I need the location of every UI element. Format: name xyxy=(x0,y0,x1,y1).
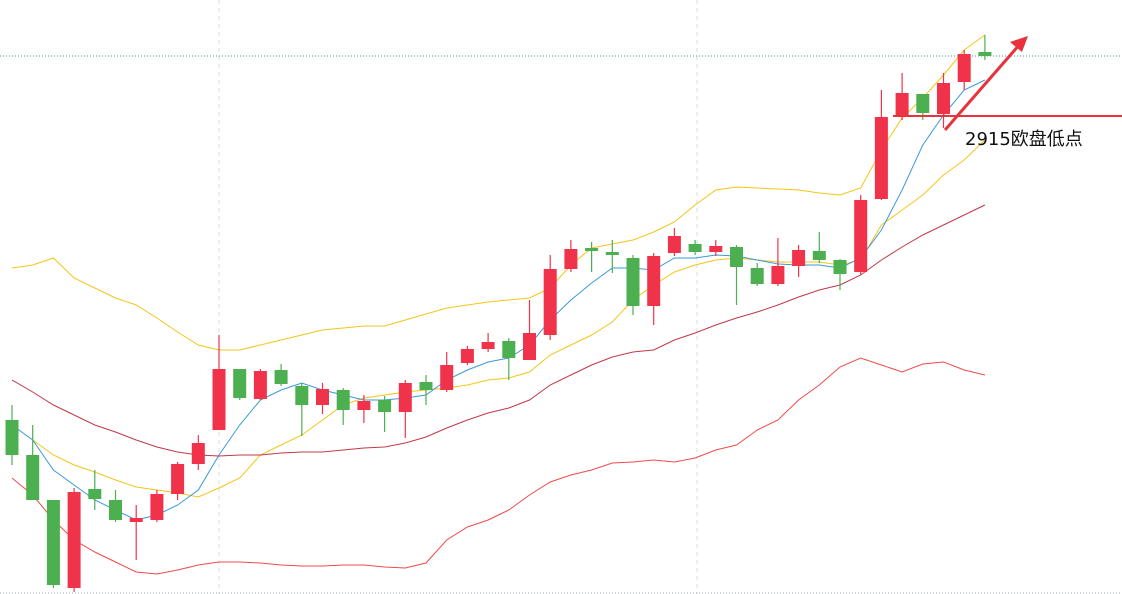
candle-body xyxy=(440,365,454,390)
plot xyxy=(0,34,1122,592)
candle-body xyxy=(709,246,723,252)
candle-body xyxy=(730,247,743,267)
candle-body xyxy=(88,489,102,499)
candle-body xyxy=(481,342,495,349)
candle-body xyxy=(150,494,164,520)
candle-body xyxy=(564,249,578,269)
candle-body xyxy=(605,252,619,255)
candle-body xyxy=(378,400,392,412)
candle-body xyxy=(109,500,122,520)
candle-body xyxy=(916,94,930,113)
candle-body xyxy=(502,341,516,358)
candle-body xyxy=(978,52,992,56)
candle-body xyxy=(874,117,888,199)
candle-body xyxy=(792,250,806,266)
candle-body xyxy=(895,93,909,115)
candle-body xyxy=(667,236,681,253)
candle-body xyxy=(543,269,557,335)
candle-body xyxy=(523,333,536,360)
candle-body xyxy=(191,443,205,464)
candle-body xyxy=(398,383,412,412)
candle-body xyxy=(233,369,247,398)
candle-body xyxy=(316,389,329,405)
candle-body xyxy=(253,371,267,399)
candle-body xyxy=(460,349,474,363)
candle-body xyxy=(957,54,971,82)
candle-body xyxy=(688,244,702,252)
candle-body xyxy=(212,369,226,430)
overlay-line xyxy=(11,79,986,521)
candle-body xyxy=(647,256,661,306)
candle-body xyxy=(46,500,60,585)
candle-body xyxy=(937,83,950,114)
arrow xyxy=(943,43,1022,131)
candle-body xyxy=(812,251,826,260)
candle-body xyxy=(626,258,640,306)
candle-body xyxy=(336,390,350,410)
overlay-line xyxy=(11,34,986,351)
candle-body xyxy=(67,492,81,588)
candle-body xyxy=(833,260,847,274)
overlay-line xyxy=(32,139,986,498)
candle-body xyxy=(771,266,785,284)
candle-body xyxy=(274,370,288,384)
candle-body xyxy=(750,268,764,284)
candle-body xyxy=(26,455,40,500)
candle-body xyxy=(419,382,433,390)
overlay-line xyxy=(11,204,986,457)
candle-body xyxy=(585,248,599,251)
arrow-head xyxy=(1010,36,1028,52)
candle-body xyxy=(854,200,868,272)
overlay-line xyxy=(11,357,986,575)
annotation-label: 2915欧盘低点 xyxy=(965,129,1083,150)
candle-body xyxy=(129,518,143,522)
candle-body xyxy=(171,464,185,494)
candle-body xyxy=(357,401,371,410)
candle-body xyxy=(5,420,19,455)
candle-body xyxy=(295,386,309,405)
